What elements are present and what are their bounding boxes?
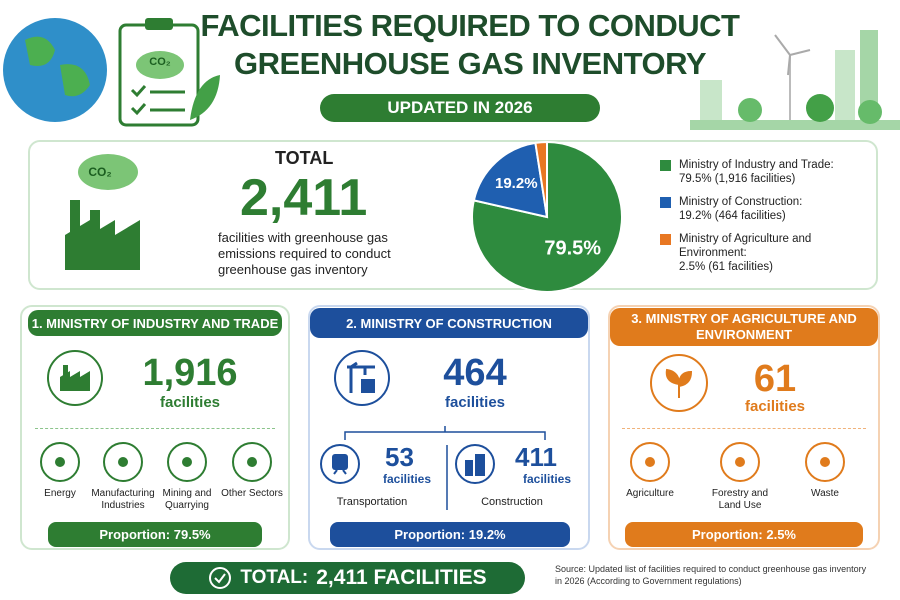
title-line: FACILITIES REQUIRED TO CONDUCT (200, 8, 740, 43)
item-icon (805, 442, 845, 482)
pie-slice (472, 141, 549, 219)
item-icon (103, 442, 143, 482)
panel-count: 61 (753, 358, 797, 400)
item-label: Energy (44, 488, 76, 499)
item-icon (720, 442, 760, 482)
icon-label: CO₂ (88, 165, 112, 179)
sub-label: Transportation (336, 496, 408, 508)
proportion: Proportion: 2.5% (625, 522, 863, 547)
total-description: facilities with greenhouse gas emissions… (218, 230, 391, 277)
item-label: Manufacturing Industries (91, 488, 155, 511)
proportion: Proportion: 79.5% (48, 522, 262, 547)
sub-count: 411 (515, 442, 557, 472)
panel (308, 305, 590, 550)
item-icon (630, 442, 670, 482)
panel-title: 1. MINISTRY OF INDUSTRY AND TRADE (28, 310, 282, 336)
legend: Ministry of Industry and Trade: 79.5% (1,… (660, 158, 860, 283)
item-icon (232, 442, 272, 482)
panel-count: 1,916 (142, 352, 238, 394)
pie-label: 2.5% (545, 135, 579, 136)
pie-chart: 79.5% 19.2% 2.5% (471, 135, 623, 293)
subtitle: UPDATED IN 2026 (320, 94, 600, 122)
sub-unit: facilities (383, 472, 432, 486)
item-label: Mining and Quarrying (162, 488, 212, 511)
icon-label: CO₂ (149, 56, 171, 68)
item-icon (167, 442, 207, 482)
panel (20, 305, 290, 550)
summary-box (28, 140, 878, 290)
panel-unit: facilities (444, 394, 506, 411)
legend-detail: 19.2% (464 facilities) (679, 210, 786, 222)
panel-title: 2. MINISTRY OF CONSTRUCTION (310, 308, 588, 338)
legend-name: Ministry of Industry and Trade: (679, 159, 834, 171)
footer-total: TOTAL: 2,411 FACILITIES (170, 562, 525, 594)
panel-unit: facilities (744, 398, 806, 415)
panel (608, 305, 880, 550)
legend-swatch (660, 160, 671, 171)
panel-title: 3. MINISTRY OF AGRICULTURE AND ENVIRONME… (610, 308, 878, 346)
pie-slice (534, 140, 548, 218)
panel-icon (334, 350, 390, 406)
item-icon (40, 442, 80, 482)
legend-text: Ministry of Industry and Trade: 79.5% (1,… (679, 158, 834, 186)
total-value: 2,411 (240, 169, 368, 227)
sub-icon (455, 444, 495, 484)
legend-detail: 79.5% (1,916 facilities) (679, 173, 796, 185)
sub-unit: facilities (523, 472, 572, 486)
footer-total-value: 2,411 FACILITIES (316, 566, 487, 589)
item-label: Waste (811, 488, 839, 499)
legend-name: Ministry of Construction: (679, 196, 803, 208)
item-label: Agriculture (626, 488, 674, 499)
panel-unit: facilities (159, 394, 221, 411)
legend-item: Ministry of Industry and Trade: 79.5% (1,… (660, 158, 860, 186)
source: Source: Updated list of facilities requi… (555, 564, 867, 586)
bracket (344, 426, 546, 510)
sub-count: 53 (385, 442, 414, 472)
legend-swatch (660, 234, 671, 245)
check-icon (209, 567, 232, 589)
total-label: TOTAL (275, 148, 334, 168)
panel-icon (650, 354, 708, 412)
panel-icon (47, 350, 103, 406)
legend-text: Ministry of Construction: 19.2% (464 faci… (679, 195, 802, 223)
item-label: Forestry and Land Use (711, 488, 769, 511)
factory-icon (65, 154, 140, 270)
legend-item: Ministry of Agriculture and Environment:… (660, 232, 860, 274)
legend-text: Ministry of Agriculture and Environment:… (679, 232, 860, 274)
legend-detail: 2.5% (61 facilities) (679, 261, 773, 273)
legend-swatch (660, 197, 671, 208)
footer-total-label: TOTAL: (240, 567, 309, 588)
pie-label: 19.2% (495, 175, 538, 192)
header-art (3, 18, 900, 130)
proportion: Proportion: 19.2% (330, 522, 570, 547)
pie-label: 79.5% (544, 238, 601, 260)
title-line: GREENHOUSE GAS INVENTORY (233, 46, 707, 81)
legend-name: Ministry of Agriculture and Environment: (679, 233, 812, 259)
panel-count: 464 (443, 352, 507, 394)
separator (622, 428, 866, 429)
item-label: Other Sectors (221, 488, 283, 499)
legend-item: Ministry of Construction: 19.2% (464 faci… (660, 195, 860, 223)
sub-icon (320, 444, 360, 484)
sub-label: Construction (481, 496, 543, 508)
separator (35, 428, 275, 429)
